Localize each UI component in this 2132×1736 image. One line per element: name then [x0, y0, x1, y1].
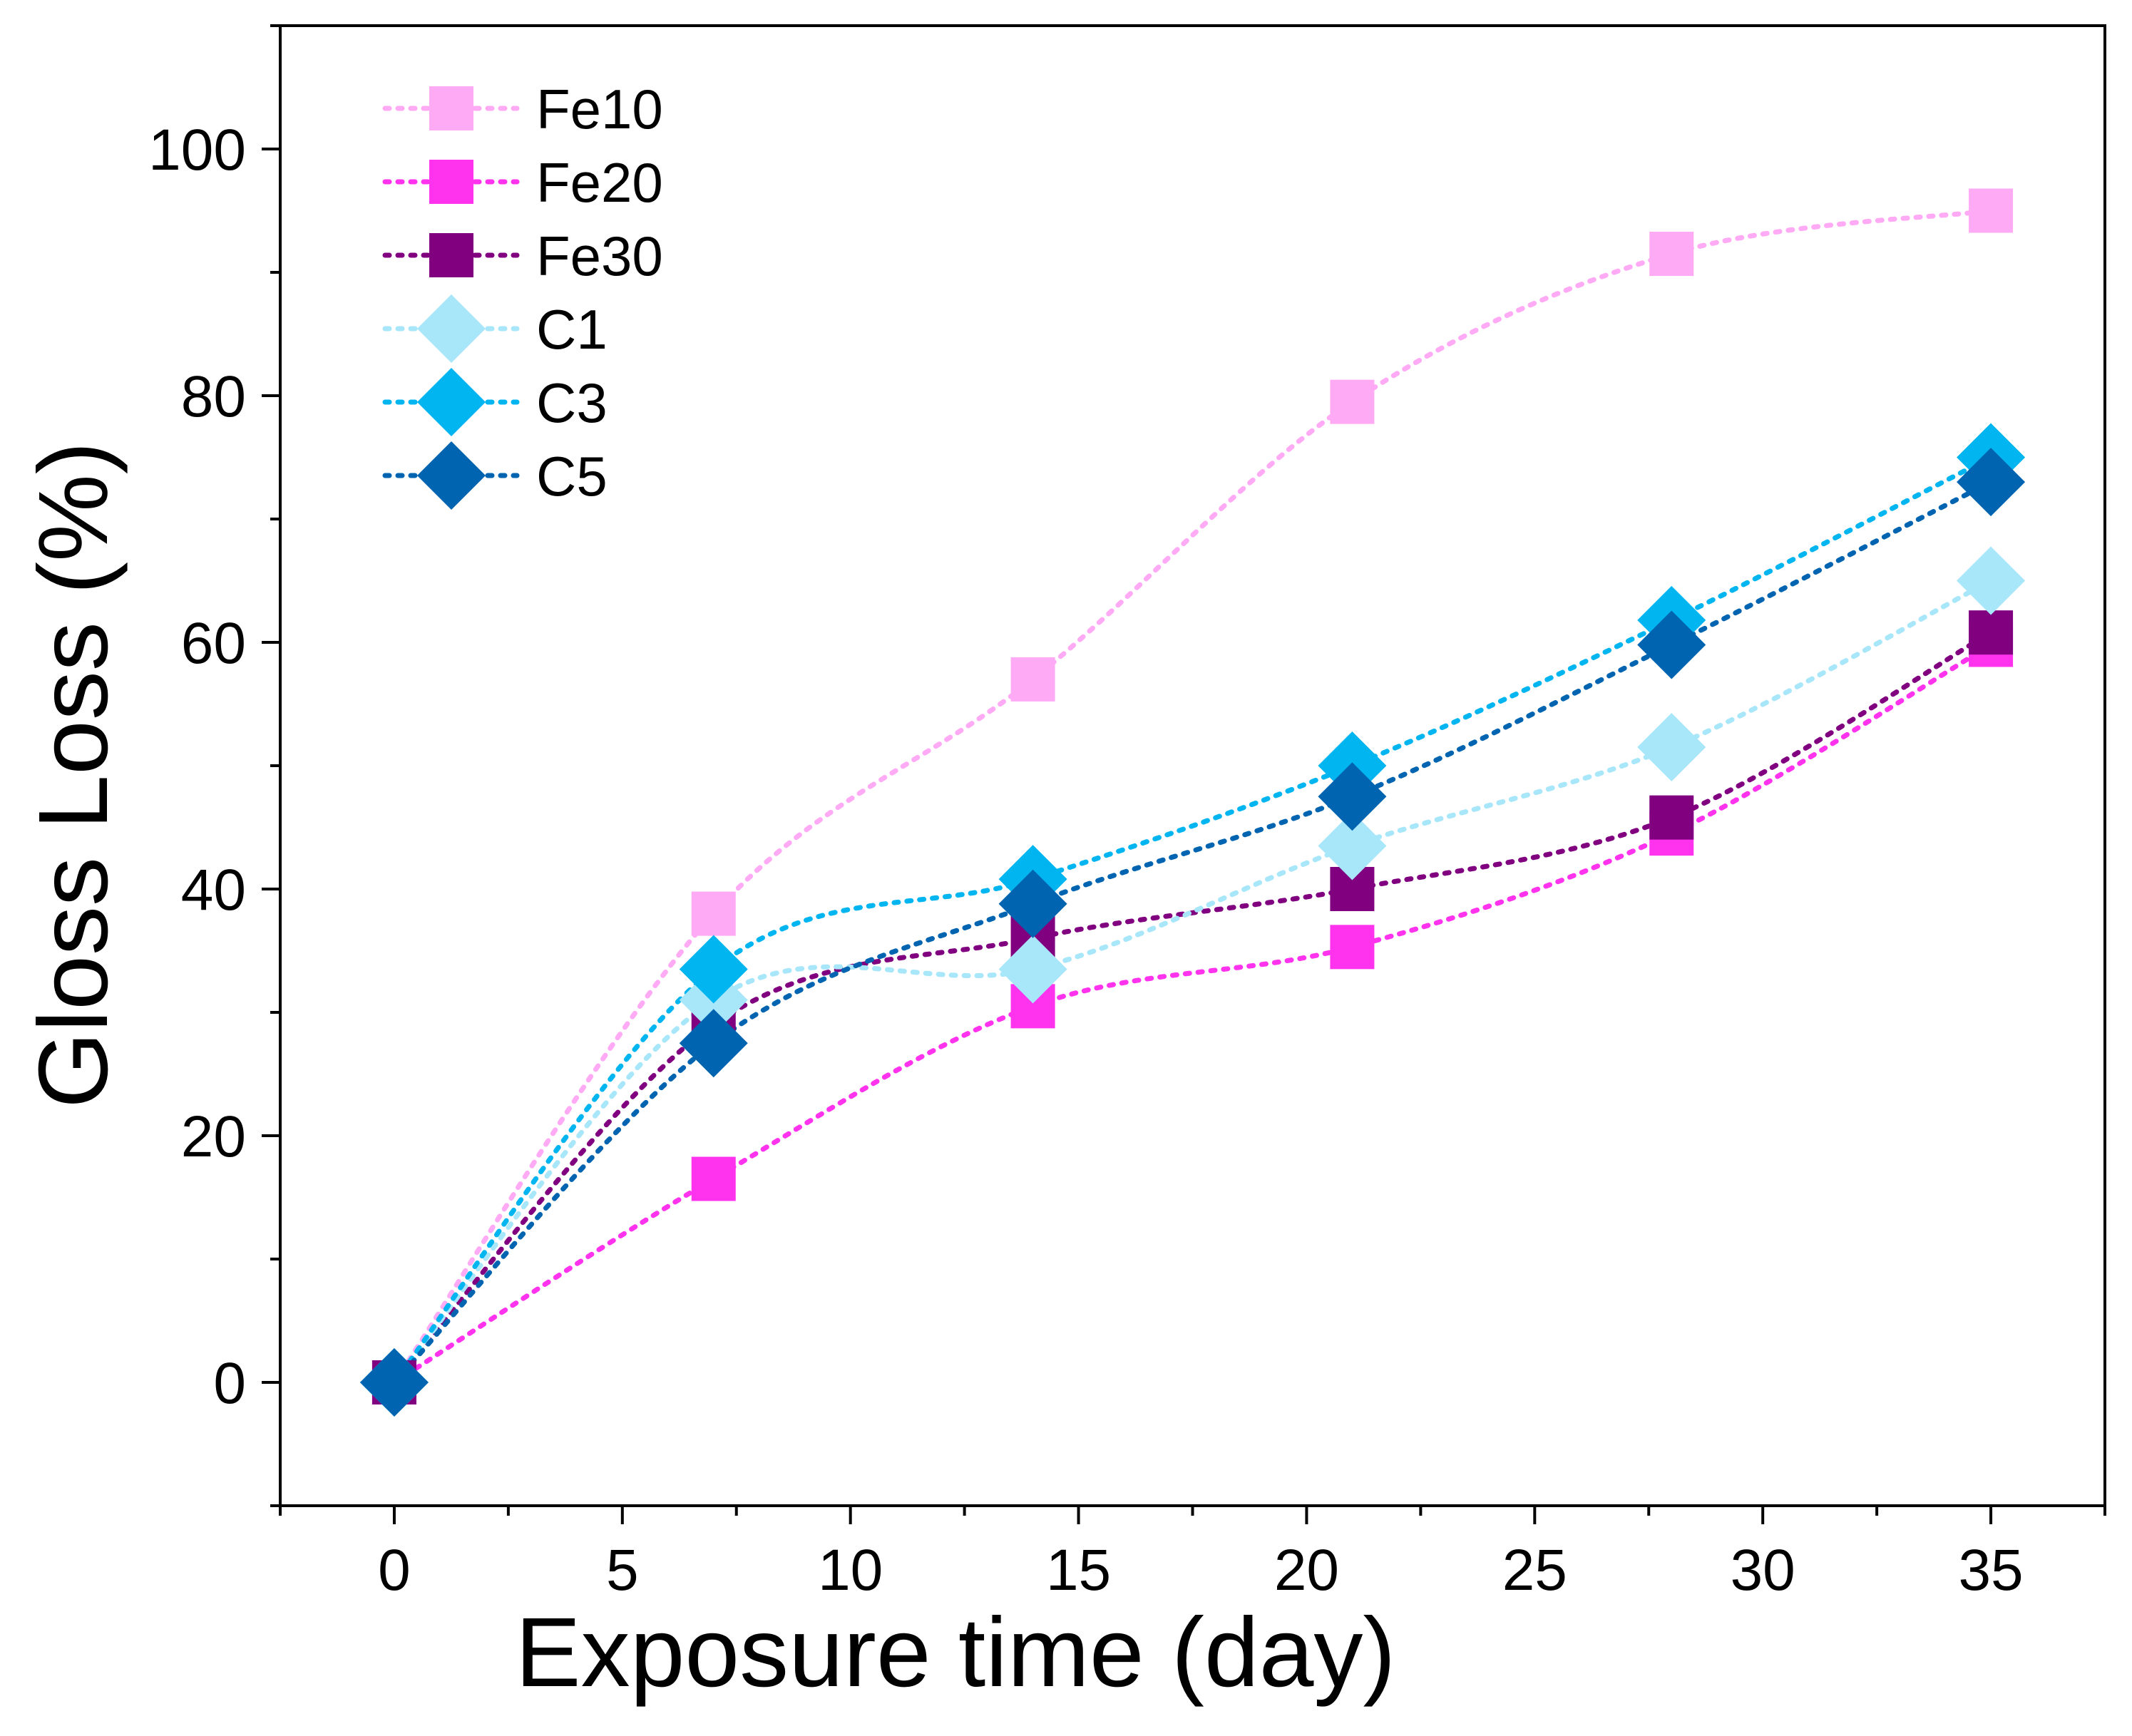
data-point-fe20 — [1330, 925, 1375, 970]
x-tick-label: 5 — [606, 1538, 639, 1603]
x-tick-label: 15 — [1046, 1538, 1111, 1603]
data-point-c5 — [359, 1348, 429, 1417]
data-point-c1 — [998, 935, 1067, 1004]
data-point-c3 — [679, 935, 748, 1004]
legend-marker-c5 — [417, 441, 486, 510]
y-tick-label: 0 — [213, 1351, 246, 1416]
legend: Fe10 Fe20 Fe30 C1 C3 C5 — [382, 78, 663, 510]
series-markers — [359, 188, 2026, 1417]
data-point-c1 — [1318, 811, 1387, 880]
y-tick-label: 20 — [181, 1104, 246, 1169]
data-point-c5 — [679, 1009, 748, 1078]
legend-label-fe30: Fe30 — [536, 225, 663, 287]
data-point-c1 — [1957, 546, 2026, 615]
data-point-c5 — [1637, 610, 1706, 679]
series-line-c5 — [391, 479, 1994, 1385]
data-point-fe10 — [1649, 232, 1694, 277]
y-tick-label: 40 — [181, 858, 246, 923]
data-point-fe10 — [1010, 657, 1055, 702]
x-tick-label: 35 — [1958, 1538, 2023, 1603]
legend-label-fe10: Fe10 — [536, 78, 663, 140]
y-tick-label: 60 — [181, 611, 246, 676]
data-point-c5 — [1318, 762, 1387, 831]
data-point-c5 — [998, 869, 1067, 938]
data-point-c1 — [1637, 713, 1706, 782]
x-axis-title: Exposure time (day) — [516, 1598, 1396, 1707]
data-point-fe30 — [1969, 610, 2014, 655]
series-line-c3 — [391, 455, 1994, 1385]
data-point-c5 — [1957, 448, 2026, 517]
legend-label-fe20: Fe20 — [536, 151, 663, 214]
plot-frame — [279, 24, 2106, 1507]
legend-marker-fe30 — [429, 233, 473, 277]
data-point-fe10 — [1969, 188, 2014, 233]
y-axis-title: Gloss Loss (%) — [19, 441, 128, 1109]
series-lines — [391, 208, 1994, 1385]
x-tick-label: 10 — [818, 1538, 883, 1603]
y-tick-label: 100 — [148, 118, 246, 183]
y-tick-label: 80 — [181, 364, 246, 429]
legend-label-c3: C3 — [536, 371, 608, 434]
series-line-fe30 — [391, 630, 1994, 1385]
x-tick-label: 0 — [378, 1538, 411, 1603]
x-tick-label: 20 — [1274, 1538, 1339, 1603]
legend-marker-fe20 — [429, 160, 473, 204]
data-point-fe10 — [1330, 379, 1375, 424]
legend-marker-fe10 — [429, 86, 473, 130]
legend-label-c5: C5 — [536, 445, 608, 508]
legend-marker-c1 — [417, 294, 486, 363]
x-tick-label: 25 — [1502, 1538, 1567, 1603]
series-line-fe20 — [391, 642, 1994, 1385]
data-point-fe30 — [1649, 795, 1694, 840]
series-line-fe10 — [391, 208, 1994, 1385]
tick-layer: 0 5 10 15 20 25 30 35 0 20 40 60 80 100 — [148, 24, 2106, 1603]
legend-label-c1: C1 — [536, 298, 608, 361]
data-point-fe20 — [691, 1156, 736, 1201]
series-line-c1 — [391, 578, 1994, 1385]
data-point-fe10 — [691, 891, 736, 936]
legend-marker-c3 — [417, 368, 486, 436]
x-tick-label: 30 — [1731, 1538, 1795, 1603]
